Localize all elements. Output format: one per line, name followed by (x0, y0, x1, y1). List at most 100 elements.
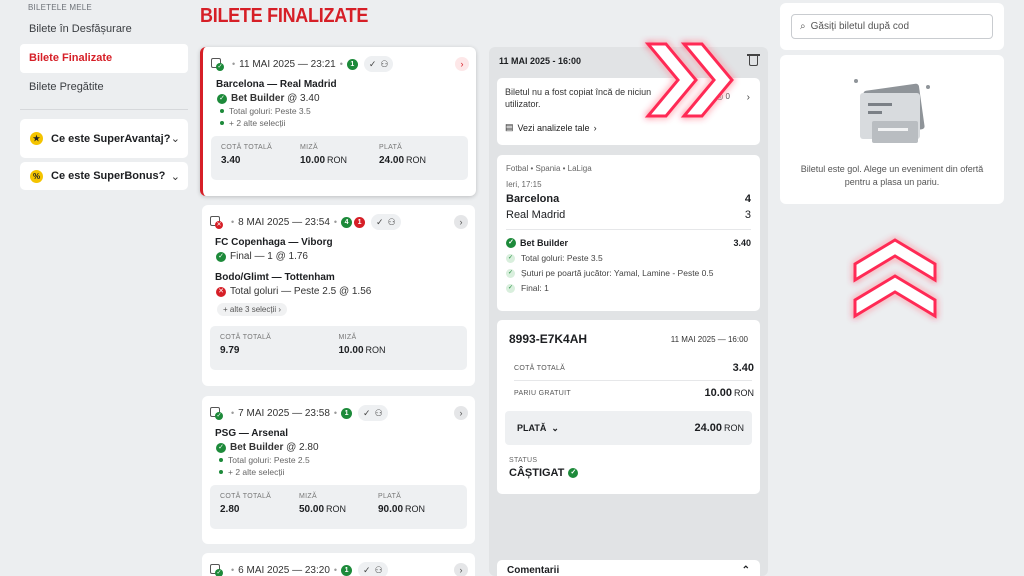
superbonus-label: Ce este SuperBonus? (51, 170, 166, 182)
stake-amount: 10.00 (300, 155, 326, 166)
copy-users-pill[interactable]: ✓ ⚇ (358, 405, 388, 421)
chevron-right-icon[interactable]: › (746, 92, 750, 103)
users-icon: ⚇ (387, 216, 396, 227)
loss-count-badge: 1 (354, 216, 366, 228)
total-odds-label: COTĂ TOTALĂ (220, 493, 272, 500)
sidebar-heading: BILETELE MELE (28, 3, 92, 12)
ticket-card[interactable]: ✓ • 6 MAI 2025 — 23:20 • 1 ✓ ⚇ › (202, 553, 475, 576)
breadcrumb: Fotbal • Spania • LaLiga (506, 164, 592, 173)
chart-icon: ▤ (505, 122, 514, 132)
superavantaj-label: Ce este SuperAvantaj? (51, 132, 171, 145)
selection-line: Total goluri: Peste 3.5 (203, 106, 476, 116)
payout-toggle: PLATĂ ⌄ (517, 423, 559, 434)
total-odds-row: COTĂ TOTALĂ 3.40 (497, 356, 760, 380)
currency: RON (405, 504, 426, 514)
ticket-code[interactable]: 8993-E7K4AH (509, 332, 588, 346)
empty-ticket-illustration (854, 79, 930, 143)
currency: RON (406, 155, 427, 165)
free-bet-amount: 10.00 (704, 387, 732, 399)
ticket-code-date: 11 MAI 2025 — 16:00 (670, 334, 748, 344)
ticket-totals: COTĂ TOTALĂ 9.79 MIZĂ 10.00 RON (210, 326, 467, 370)
copy-users-pill[interactable]: ✓ ⚇ (363, 56, 394, 72)
users-icon: ⚇ (374, 564, 383, 575)
ticket-totals: COTĂ TOTALĂ 2.80 MIZĂ 50.00 RON PLATĂ 90.00 R… (210, 485, 467, 529)
page-title: BILETE FINALIZATE (200, 5, 369, 27)
ticket-card[interactable]: ✓ • 7 MAI 2025 — 23:58 • 1 ✓ ⚇ › PSG — Ar… (202, 396, 475, 544)
superbonus-info[interactable]: % Ce este SuperBonus? ⌄ (20, 162, 188, 190)
sidebar-item-prepared[interactable]: Bilete Pregătite (29, 81, 104, 93)
copy-users-pill[interactable]: ✓ ⚇ (358, 562, 388, 576)
stake-value: 50.00 RON (299, 504, 378, 515)
win-icon: ✓ (216, 251, 226, 262)
empty-betslip: Biletul este gol. Alege un eveniment din… (780, 55, 1004, 204)
payout-amount: 24.00 (694, 422, 722, 434)
bet-builder-label: Bet Builder (520, 238, 569, 248)
ticket-match: PSG — Arsenal (215, 428, 288, 439)
chevron-down-icon: ⌄ (170, 133, 180, 145)
comments-header[interactable]: Comentarii ⌃ (497, 560, 760, 576)
total-odds-value: 9.79 (220, 345, 240, 356)
payout-amount: 90.00 (378, 504, 404, 515)
detail-header: 11 MAI 2025 - 16:00 (489, 47, 768, 75)
free-bet-label: PARIU GRATUIT (514, 389, 571, 397)
chevron-down-icon: ⌄ (551, 422, 559, 433)
analysis-link-label: Vezi analizele tale (517, 122, 590, 133)
status-label: STATUS (509, 457, 538, 464)
ticket-win-icon: ✓ (210, 57, 224, 71)
bet-builder-odds: 3.40 (733, 238, 751, 248)
open-ticket-button[interactable]: › (454, 215, 468, 229)
open-ticket-button[interactable]: › (455, 57, 469, 71)
ticket-detail-panel: 11 MAI 2025 - 16:00 Biletul nu a fost co… (489, 47, 768, 576)
ticket-code-row: 8993-E7K4AH 11 MAI 2025 — 16:00 (497, 320, 760, 346)
ticket-win-icon: ✓ (209, 406, 223, 420)
ticket-header: ✕ • 8 MAI 2025 — 23:54 • 4 1 ✓ ⚇ › (202, 213, 475, 231)
payout-label: PLATĂ (379, 144, 403, 151)
payout-amount: 24.00 (379, 155, 405, 166)
selection-line: ✓ Final: 1 (497, 278, 760, 293)
divider (514, 380, 752, 381)
ticket-totals: COTĂ TOTALĂ 3.40 MIZĂ 10.00 RON PLATĂ 24.00 R… (211, 136, 468, 180)
selection-text: Total goluri: Peste 3.5 (229, 106, 311, 116)
sidebar-divider (20, 109, 188, 110)
empty-betslip-text: Biletul este gol. Alege un eveniment din… (800, 164, 984, 187)
payout-label: PLATĂ (517, 422, 547, 433)
ticket-card[interactable]: ✕ • 8 MAI 2025 — 23:54 • 4 1 ✓ ⚇ › FC Cop… (202, 205, 475, 386)
ticket-loss-icon: ✕ (209, 215, 223, 229)
sidebar: BILETELE MELE Bilete în Desfășurare Bile… (20, 0, 188, 194)
sidebar-item-in-progress[interactable]: Bilete în Desfășurare (29, 23, 132, 35)
divider (506, 229, 751, 230)
currency: RON (734, 388, 754, 398)
analysis-link[interactable]: ▤ Vezi analizele tale › (505, 122, 597, 133)
superavantaj-info[interactable]: ★ Ce este SuperAvantaj? ⌄ (20, 119, 188, 158)
check-icon: ✓ (506, 283, 515, 293)
copy-note: Biletul nu a fost copiat încă de niciun … (505, 87, 652, 109)
ticket-match: Bodo/Glimt — Tottenham (215, 272, 335, 283)
away-team-row: Real Madrid 3 (497, 205, 760, 221)
open-ticket-button[interactable]: › (454, 406, 468, 420)
ticket-card[interactable]: ✓ • 11 MAI 2025 — 23:21 • 1 ✓ ⚇ › Barcelo… (200, 47, 476, 196)
win-count-badge: 4 (341, 216, 353, 228)
open-ticket-button[interactable]: › (454, 563, 468, 576)
more-selections-pill[interactable]: + alte 3 selecții › (217, 303, 288, 316)
double-chevron-right-icon (644, 42, 734, 118)
double-chevron-up-icon (853, 238, 937, 319)
users-icon: ⚇ (374, 407, 383, 418)
ticket-date: 11 MAI 2025 — 23:21 (239, 58, 336, 70)
ticket-code-search[interactable]: ⌕ Găsiți biletul după cod (791, 14, 993, 39)
bet-line: ✓ Bet Builder @ 3.40 (203, 93, 476, 104)
payout-row[interactable]: PLATĂ ⌄ 24.00 RON (505, 411, 752, 445)
win-count-badge: 1 (341, 407, 353, 419)
trash-icon[interactable] (747, 54, 760, 66)
event-box: Fotbal • Spania • LaLiga Ieri, 17:15 Bar… (497, 155, 760, 311)
win-icon: ✓ (506, 238, 516, 248)
users-icon: ⚇ (380, 58, 389, 69)
more-selections: + 2 alte selecții (202, 467, 475, 477)
selection-text: Final: 1 (521, 283, 549, 293)
sidebar-item-finished[interactable]: Bilete Finalizate (20, 44, 188, 73)
superavantaj-icon: ★ (30, 132, 43, 145)
free-bet-row: PARIU GRATUIT 10.00 RON (497, 381, 760, 405)
copy-users-pill[interactable]: ✓ ⚇ (371, 214, 401, 230)
total-odds-label: COTĂ TOTALĂ (220, 334, 272, 341)
total-odds-value: 3.40 (221, 155, 241, 166)
check-icon: ✓ (506, 253, 515, 263)
